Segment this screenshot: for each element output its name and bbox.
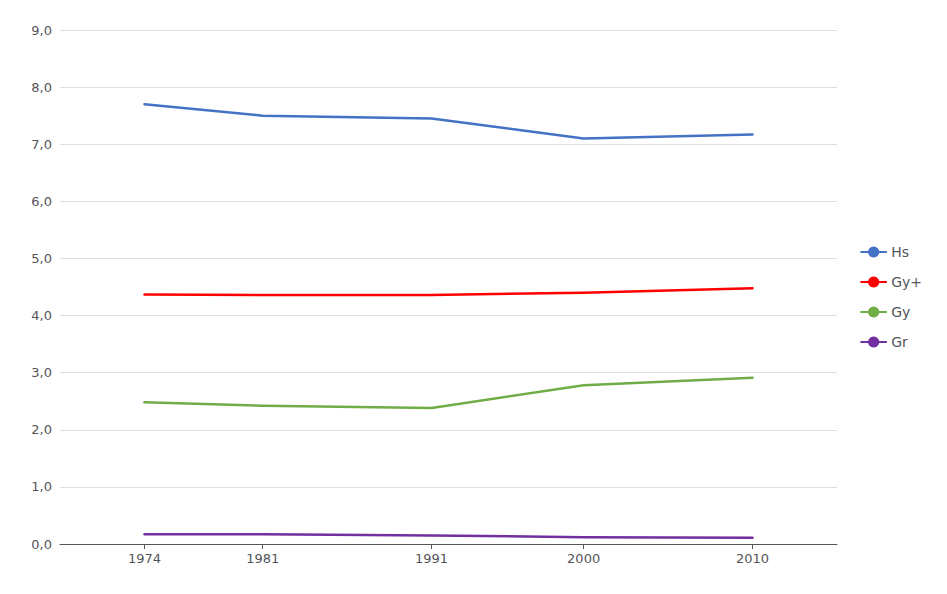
svg-text:2,0: 2,0: [31, 422, 52, 437]
svg-text:0,0: 0,0: [31, 537, 52, 552]
svg-text:2000: 2000: [567, 551, 600, 566]
svg-text:5,0: 5,0: [31, 251, 52, 266]
svg-text:2010: 2010: [736, 551, 769, 566]
svg-text:Gy+: Gy+: [891, 274, 922, 290]
svg-text:1974: 1974: [128, 551, 161, 566]
svg-text:1981: 1981: [246, 551, 279, 566]
svg-text:Gr: Gr: [891, 334, 908, 350]
svg-text:4,0: 4,0: [31, 308, 52, 323]
svg-text:9,0: 9,0: [31, 23, 52, 38]
svg-text:Hs: Hs: [891, 244, 909, 260]
svg-text:Gy: Gy: [891, 304, 910, 320]
svg-text:1,0: 1,0: [31, 479, 52, 494]
svg-text:6,0: 6,0: [31, 194, 52, 209]
svg-text:3,0: 3,0: [31, 365, 52, 380]
svg-text:8,0: 8,0: [31, 80, 52, 95]
svg-text:1991: 1991: [415, 551, 448, 566]
svg-text:7,0: 7,0: [31, 137, 52, 152]
